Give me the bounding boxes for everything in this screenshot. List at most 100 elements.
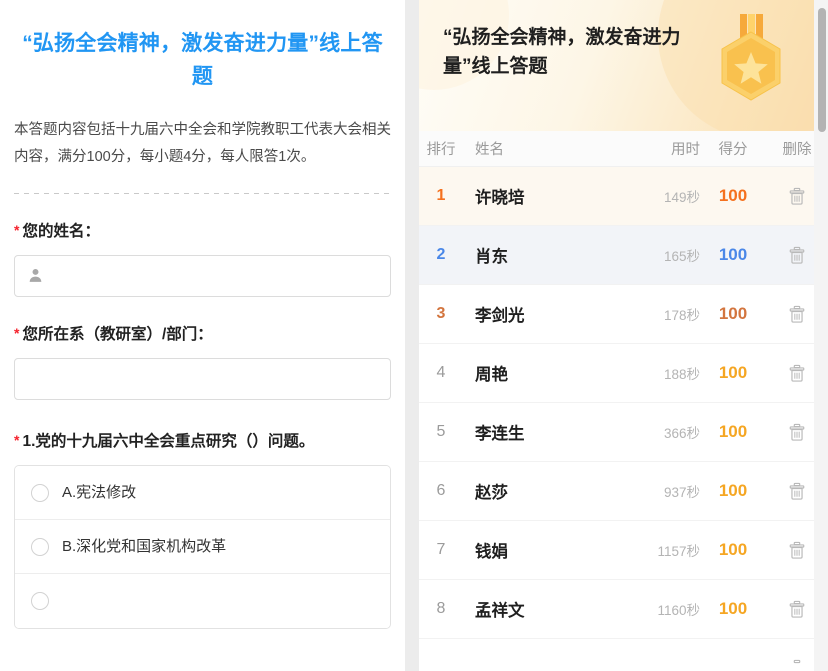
row-name: 赵莎 <box>475 484 508 502</box>
question-1-label: * 1.党的十九届六中全会重点研究（）问题。 <box>14 400 391 453</box>
row-rank: 6 <box>436 482 446 499</box>
row-time: 149秒 <box>663 190 700 205</box>
delete-button[interactable] <box>766 482 828 501</box>
option-a[interactable]: A.宪法修改 <box>15 466 390 521</box>
person-icon <box>27 267 44 284</box>
row-time: 366秒 <box>663 426 700 441</box>
row-name: 周艳 <box>475 366 508 384</box>
field-label-name-text: 您的姓名： <box>22 222 100 240</box>
option-c-partial[interactable] <box>15 574 390 629</box>
question-1-text: 1.党的十九届六中全会重点研究（）问题。 <box>22 433 315 451</box>
ranking-table-body: 1 许晓培 149秒 100 2 肖东 <box>419 167 828 671</box>
row-time: 937秒 <box>663 485 700 500</box>
row-time: 1157秒 <box>657 544 700 559</box>
row-time: 1160秒 <box>657 603 700 618</box>
table-row[interactable]: 8 孟祥文 1160秒 100 <box>419 580 828 639</box>
radio-icon[interactable] <box>31 483 49 502</box>
required-asterisk: * <box>14 432 20 449</box>
field-label-name: * 您的姓名： <box>14 220 391 243</box>
column-header-delete: 删除 <box>782 142 812 158</box>
table-row[interactable]: 6 赵莎 937秒 100 <box>419 462 828 521</box>
column-header-rank: 排行 <box>426 142 456 158</box>
department-input[interactable] <box>14 358 391 401</box>
ranking-title: “弘扬全会精神，激发奋进力量”线上答题 <box>443 27 681 77</box>
panel-divider <box>405 0 419 671</box>
table-row[interactable]: 5 李连生 366秒 100 <box>419 403 828 462</box>
trash-icon <box>789 364 805 382</box>
row-rank: 4 <box>436 364 446 381</box>
delete-button[interactable] <box>766 600 828 619</box>
question-group-1: * 1.党的十九届六中全会重点研究（）问题。 A.宪法修改 B.深化党和国家机构… <box>14 400 391 630</box>
row-rank: 8 <box>436 600 446 617</box>
trash-icon <box>789 246 805 264</box>
row-score: 100 <box>718 540 748 559</box>
field-group-department: * 您所在系（教研室）/部门： <box>14 297 391 401</box>
name-input[interactable] <box>14 254 391 297</box>
survey-panel: “弘扬全会精神，激发奋进力量”线上答题 本答题内容包括十九届六中全会和学院教职工… <box>0 0 405 671</box>
row-name: 钱娟 <box>475 543 508 561</box>
delete-button[interactable] <box>766 187 828 206</box>
option-a-label: A.宪法修改 <box>62 484 137 502</box>
table-row[interactable]: 2 肖东 165秒 100 <box>419 226 828 285</box>
ranking-table-header: 排行 姓名 用时 得分 删除 <box>419 131 828 167</box>
radio-icon[interactable] <box>31 592 49 611</box>
hexagon-star-medal-icon <box>712 14 790 110</box>
table-row[interactable]: 7 钱娟 1157秒 100 <box>419 521 828 580</box>
table-row[interactable]: 1 许晓培 149秒 100 <box>419 167 828 226</box>
column-header-score: 得分 <box>718 142 748 158</box>
delete-button[interactable] <box>766 305 828 324</box>
trash-icon <box>789 482 805 500</box>
field-label-department-text: 您所在系（教研室）/部门： <box>22 325 213 343</box>
row-rank: 1 <box>436 187 446 204</box>
option-b-label: B.深化党和国家机构改革 <box>62 538 227 556</box>
row-score: 100 <box>718 363 748 382</box>
row-rank: 5 <box>436 423 446 440</box>
delete-button[interactable] <box>766 659 828 671</box>
trash-icon <box>789 305 805 323</box>
row-time: 188秒 <box>663 367 700 382</box>
row-name: 孟祥文 <box>475 602 525 620</box>
row-rank: 7 <box>436 541 446 558</box>
trash-icon <box>793 659 801 663</box>
option-b[interactable]: B.深化党和国家机构改革 <box>15 520 390 575</box>
field-group-name: * 您的姓名： <box>14 194 391 297</box>
ranking-header: “弘扬全会精神，激发奋进力量”线上答题 <box>419 0 828 131</box>
row-rank: 3 <box>436 305 446 322</box>
required-asterisk: * <box>14 221 20 238</box>
delete-button[interactable] <box>766 364 828 383</box>
table-row[interactable]: 4 周艳 188秒 100 <box>419 344 828 403</box>
survey-description: 本答题内容包括十九届六中全会和学院教职工代表大会相关内容，满分100分，每小题4… <box>14 122 391 165</box>
row-name: 许晓培 <box>475 189 525 207</box>
column-header-time: 用时 <box>671 142 700 158</box>
row-score: 100 <box>718 245 748 264</box>
ranking-panel: “弘扬全会精神，激发奋进力量”线上答题 排行 姓名 用时 得分 删除 <box>419 0 828 671</box>
row-name: 李剑光 <box>475 307 525 325</box>
radio-icon[interactable] <box>31 537 49 556</box>
row-score: 100 <box>718 304 748 323</box>
row-name: 肖东 <box>475 248 508 266</box>
panel-right-edge <box>814 0 828 671</box>
row-score: 100 <box>718 422 748 441</box>
delete-button[interactable] <box>766 541 828 560</box>
required-asterisk: * <box>14 324 20 341</box>
trash-icon <box>789 423 805 441</box>
trash-icon <box>789 541 805 559</box>
delete-button[interactable] <box>766 423 828 442</box>
row-score: 100 <box>718 599 748 618</box>
row-time: 178秒 <box>663 308 700 323</box>
table-row[interactable]: 3 李剑光 178秒 100 <box>419 285 828 344</box>
scrollbar-thumb[interactable] <box>818 8 826 132</box>
row-rank: 2 <box>436 246 446 263</box>
question-1-options: A.宪法修改 B.深化党和国家机构改革 <box>14 465 391 630</box>
delete-button[interactable] <box>766 246 828 265</box>
field-label-department: * 您所在系（教研室）/部门： <box>14 323 391 346</box>
trash-icon <box>789 187 805 205</box>
column-header-name: 姓名 <box>475 142 504 158</box>
row-name: 李连生 <box>475 425 525 443</box>
table-row-partial[interactable] <box>419 639 828 671</box>
section-divider <box>14 192 391 194</box>
row-time: 165秒 <box>663 249 700 264</box>
survey-title: “弘扬全会精神，激发奋进力量”线上答题 <box>22 32 383 88</box>
row-score: 100 <box>718 186 748 205</box>
